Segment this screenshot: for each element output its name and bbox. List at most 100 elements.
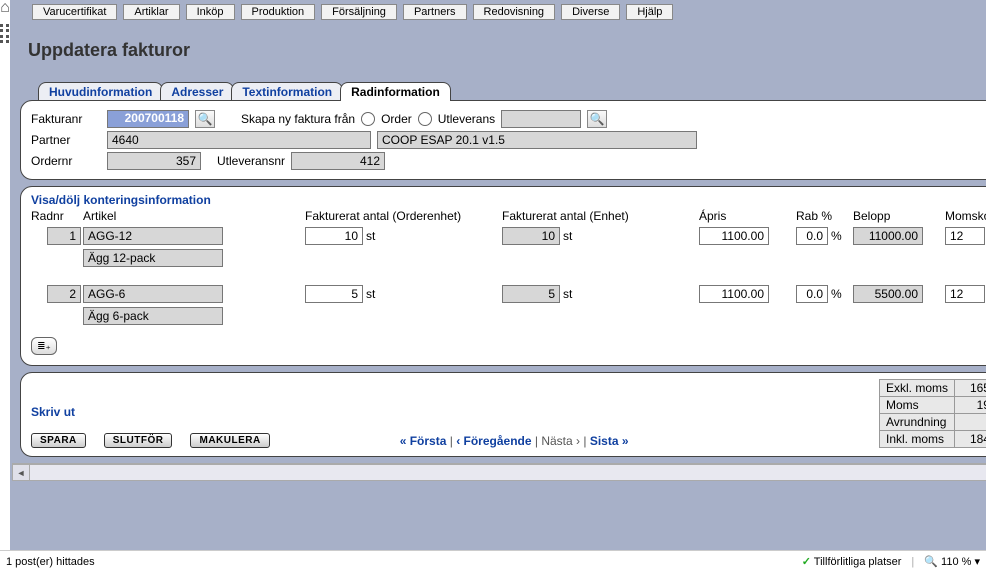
exkl-moms-label: Exkl. moms: [879, 380, 954, 397]
line-row: 1 AGG-12 10st 10st 1100.00 0.0% 11000.00…: [31, 225, 986, 247]
status-zoom[interactable]: 🔍 110 % ▾: [924, 555, 980, 568]
skapa-search-icon[interactable]: 🔍: [587, 110, 607, 128]
pager: « Första | ‹ Föregående | Nästa › | Sist…: [400, 434, 629, 448]
order-radio[interactable]: [361, 112, 375, 126]
header-panel: Fakturanr 200700118 🔍 Skapa ny faktura f…: [20, 100, 986, 180]
avrundning-label: Avrundning: [879, 414, 954, 431]
grip-icon: [0, 24, 10, 44]
partner-code-input[interactable]: 4640: [107, 131, 371, 149]
horizontal-scrollbar[interactable]: ◄ ►: [12, 463, 986, 481]
toggle-kontering-link[interactable]: Visa/dölj konteringsinformation: [31, 193, 211, 207]
pager-prev[interactable]: ‹ Föregående: [456, 434, 531, 448]
totals-table: Exkl. moms16500.00 Moms1980.00 Avrundnin…: [879, 379, 986, 448]
add-row-button[interactable]: ≣₊: [31, 337, 57, 355]
fakt-order-input[interactable]: 5: [305, 285, 363, 303]
radnr-cell: 2: [47, 285, 81, 303]
tabs: Huvudinformation Adresser Textinformatio…: [12, 79, 986, 101]
lines-panel: Visa/dölj konteringsinformation Radnr Ar…: [20, 186, 986, 366]
partner-name-input: COOP ESAP 20.1 v1.5: [377, 131, 697, 149]
check-icon: ✓: [802, 556, 811, 568]
exkl-moms-value: 16500.00: [955, 380, 986, 397]
menu-partners[interactable]: Partners: [403, 4, 467, 20]
col-artikel: Artikel: [83, 209, 303, 223]
unit-label: st: [366, 287, 375, 301]
col-fakt-order: Fakturerat antal (Orderenhet): [305, 209, 500, 223]
order-label: Order: [381, 112, 412, 126]
belopp-cell: 5500.00: [853, 285, 923, 303]
tab-radinformation[interactable]: Radinformation: [340, 82, 451, 101]
ordernr-label: Ordernr: [31, 154, 101, 168]
line-row-desc: Ägg 6-pack: [31, 305, 986, 327]
ordernr-input: 357: [107, 152, 201, 170]
fakturanr-search-icon[interactable]: 🔍: [195, 110, 215, 128]
artikel-input[interactable]: AGG-12: [83, 227, 223, 245]
utleverans-label: Utleverans: [438, 112, 495, 126]
artikel-input[interactable]: AGG-6: [83, 285, 223, 303]
fakt-enhet-input: 5: [502, 285, 560, 303]
makulera-button[interactable]: MAKULERA: [190, 433, 269, 448]
status-bar: 1 post(er) hittades ✓ Tillförlitliga pla…: [0, 550, 986, 572]
col-fakt-enhet: Fakturerat antal (Enhet): [502, 209, 697, 223]
fakturanr-label: Fakturanr: [31, 112, 101, 126]
pct-label: %: [831, 229, 842, 243]
pager-first[interactable]: « Första: [400, 434, 447, 448]
utleverans-ref-input[interactable]: [501, 110, 581, 128]
rab-input[interactable]: 0.0: [796, 227, 828, 245]
utleveransnr-label: Utleveransnr: [217, 154, 285, 168]
tab-huvudinformation[interactable]: Huvudinformation: [38, 82, 163, 101]
moms-value: 1980.00: [955, 397, 986, 414]
pager-last[interactable]: Sista »: [590, 434, 629, 448]
col-belopp: Belopp: [853, 209, 943, 223]
partner-label: Partner: [31, 133, 101, 147]
fakturanr-input[interactable]: 200700118: [107, 110, 189, 128]
tab-textinformation[interactable]: Textinformation: [231, 82, 343, 101]
unit-label: st: [563, 229, 572, 243]
main-menu: Varucertifikat Artiklar Inköp Produktion…: [12, 2, 986, 30]
pct-label: %: [831, 287, 842, 301]
line-row: 2 AGG-6 5st 5st 1100.00 0.0% 5500.00 12 …: [31, 283, 986, 305]
momskod-input[interactable]: 12: [945, 227, 985, 245]
menu-produktion[interactable]: Produktion: [241, 4, 316, 20]
moms-label: Moms: [879, 397, 954, 414]
home-icon[interactable]: ⌂: [0, 0, 10, 16]
page-title: Uppdatera fakturor: [12, 30, 986, 79]
pager-next[interactable]: Nästa ›: [541, 434, 580, 448]
unit-label: st: [366, 229, 375, 243]
scroll-left-icon[interactable]: ◄: [12, 464, 30, 481]
menu-varucertifikat[interactable]: Varucertifikat: [32, 4, 117, 20]
apris-input[interactable]: 1100.00: [699, 285, 769, 303]
menu-hjalp[interactable]: Hjälp: [626, 4, 673, 20]
col-momskod: Momskod: [945, 209, 986, 223]
spara-button[interactable]: SPARA: [31, 433, 86, 448]
fakt-order-input[interactable]: 10: [305, 227, 363, 245]
utleverans-radio[interactable]: [418, 112, 432, 126]
fakt-enhet-input: 10: [502, 227, 560, 245]
menu-artiklar[interactable]: Artiklar: [123, 4, 179, 20]
unit-label: st: [563, 287, 572, 301]
menu-forsaljning[interactable]: Försäljning: [321, 4, 397, 20]
artikel-desc: Ägg 12-pack: [83, 249, 223, 267]
inkl-moms-label: Inkl. moms: [879, 431, 954, 448]
belopp-cell: 11000.00: [853, 227, 923, 245]
tab-adresser[interactable]: Adresser: [160, 82, 234, 101]
line-row-desc: Ägg 12-pack: [31, 247, 986, 269]
menu-inkop[interactable]: Inköp: [186, 4, 235, 20]
menu-diverse[interactable]: Diverse: [561, 4, 620, 20]
rab-input[interactable]: 0.0: [796, 285, 828, 303]
momskod-input[interactable]: 12: [945, 285, 985, 303]
col-rab: Rab %: [796, 209, 851, 223]
footer-panel: Skriv ut SPARA SLUTFÖR MAKULERA « Första…: [20, 372, 986, 457]
skapa-label: Skapa ny faktura från: [241, 112, 355, 126]
inkl-moms-value: 18480.00: [955, 431, 986, 448]
slutfor-button[interactable]: SLUTFÖR: [104, 433, 173, 448]
artikel-desc: Ägg 6-pack: [83, 307, 223, 325]
status-trusted: Tillförlitliga platser: [814, 556, 902, 568]
lines-header: Radnr Artikel Fakturerat antal (Orderenh…: [31, 207, 986, 225]
skriv-ut-link[interactable]: Skriv ut: [31, 405, 629, 419]
status-left: 1 post(er) hittades: [6, 556, 95, 568]
menu-redovisning[interactable]: Redovisning: [473, 4, 556, 20]
apris-input[interactable]: 1100.00: [699, 227, 769, 245]
col-apris: Ápris: [699, 209, 794, 223]
utleveransnr-input: 412: [291, 152, 385, 170]
radnr-cell: 1: [47, 227, 81, 245]
